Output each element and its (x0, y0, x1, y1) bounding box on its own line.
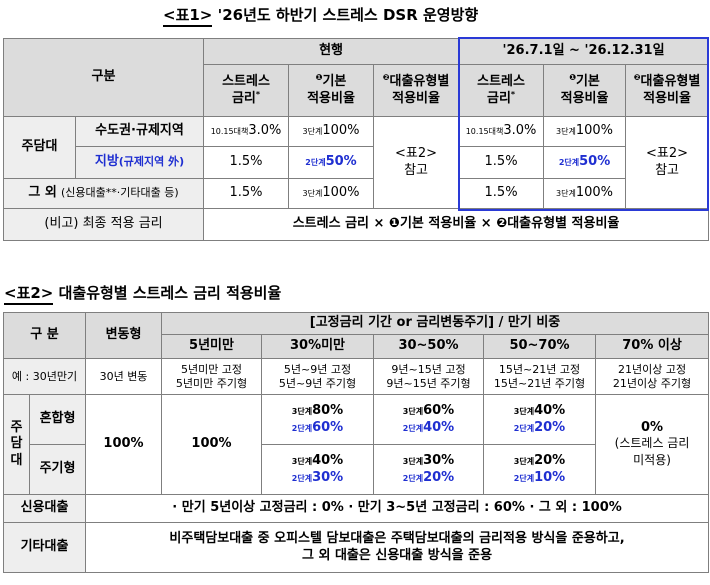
t1-h-stress: 스트레스 금리* (203, 64, 290, 117)
t1-note-formula: 스트레스 금리 × ❶기본 적용비율 × ❷대출유형별 적용비율 (203, 208, 710, 241)
t1-cap-stress: 10.15대책3.0% (203, 116, 290, 147)
t2-periodic-50-70: 3단계20% 2단계10% (483, 444, 597, 495)
t2-5y-val: 100% (161, 394, 263, 495)
t1-loc-stress: 1.5% (203, 146, 290, 179)
t2-credit-text: · 만기 5년이상 고정금리 : 0% · 만기 3~5년 고정금리 : 60%… (85, 494, 710, 523)
table2-title-text: 대출유형별 스트레스 금리 적용비율 (58, 284, 282, 302)
t2-example-70: 21년이상 고정 21년이상 주기형 (595, 358, 710, 395)
t1-row-other: 그 외 (신용대출**·기타대출 등) (2, 178, 205, 209)
t1-row-capital: 수도권·규제지역 (74, 116, 205, 147)
t2-h-50-70: 50~70% (483, 334, 597, 359)
t1-ref-current: <표2> 참고 (373, 116, 460, 209)
t2-mixed-30-50: 3단계60% 2단계40% (373, 394, 485, 445)
t2-over70: 0% (스트레스 금리 미적용) (595, 394, 710, 495)
t2-h-30: 30%미만 (261, 334, 375, 359)
t2-row-mixed: 혼합형 (28, 394, 87, 445)
t1-oth-stress: 1.5% (203, 178, 290, 209)
t2-example-variable: 30년 변동 (85, 358, 163, 395)
t2-row-periodic: 주기형 (28, 444, 87, 495)
table2-title-prefix: <표2> (4, 284, 54, 305)
t1-h-base: ❶기본 적용비율 (288, 64, 375, 117)
t1-oth-base-new: 3단계100% (543, 178, 627, 209)
t2-example-30-50: 9년~15년 고정 9년~15년 주기형 (373, 358, 485, 395)
t2-row-credit: 신용대출 (2, 494, 87, 523)
t1-row-local: 지방(규제지역 外) (74, 146, 205, 179)
t2-periodic-30: 3단계40% 2단계30% (261, 444, 375, 495)
t1-cap-base-new: 3단계100% (543, 116, 627, 147)
t1-oth-base: 3단계100% (288, 178, 375, 209)
t2-h-5y: 5년미만 (161, 334, 263, 359)
t1-note-label: (비고) 최종 적용 금리 (2, 208, 205, 241)
t2-variable-val: 100% (85, 394, 163, 495)
t1-loc-base-new: 2단계50% (543, 146, 627, 179)
table2-title: <표2> 대출유형별 스트레스 금리 적용비율 (4, 282, 282, 305)
t2-example-30: 5년~9년 고정 5년~9년 주기형 (261, 358, 375, 395)
t2-example-5y: 5년미만 고정 5년미만 주기형 (161, 358, 263, 395)
t2-row-etc: 기타대출 (2, 522, 87, 573)
t1-loc-stress-new: 1.5% (458, 146, 545, 179)
t1-oth-stress-new: 1.5% (458, 178, 545, 209)
table1-title: <표1> '26년도 하반기 스트레스 DSR 운영방향 (163, 4, 479, 27)
t1-cap-base: 3단계100% (288, 116, 375, 147)
t1-ref-new: <표2> 참고 (625, 116, 710, 209)
t2-header-variable: 변동형 (85, 312, 163, 359)
t1-header-current: 현행 (203, 38, 460, 65)
table2: 구 분 변동형 [고정금리 기간 or 금리변동주기] / 만기 비중 5년미만… (2, 312, 710, 573)
t2-header-category: 구 분 (2, 312, 87, 359)
t2-mixed-30: 3단계80% 2단계60% (261, 394, 375, 445)
t1-h-base-new: ❶기본 적용비율 (543, 64, 627, 117)
table1-title-text: '26년도 하반기 스트레스 DSR 운영방향 (217, 6, 479, 24)
t2-h-30-50: 30~50% (373, 334, 485, 359)
t1-h-type: ❷대출유형별 적용비율 (373, 64, 460, 117)
t1-header-new: '26.7.1일 ~ '26.12.31일 (458, 38, 710, 65)
t2-periodic-30-50: 3단계30% 2단계20% (373, 444, 485, 495)
t2-example-label: 예 : 30년만기 (2, 358, 87, 395)
t2-mixed-50-70: 3단계40% 2단계20% (483, 394, 597, 445)
table1: 구분 현행 '26.7.1일 ~ '26.12.31일 스트레스 금리* ❶기본 적… (2, 38, 710, 241)
t2-example-50-70: 15년~21년 고정 15년~21년 주기형 (483, 358, 597, 395)
t2-etc-text: 비주택담보대출 중 오피스텔 담보대출은 주택담보대출의 금리적용 방식을 준용… (85, 522, 710, 573)
table1-title-prefix: <표1> (163, 6, 213, 27)
t1-header-category: 구분 (2, 38, 205, 117)
t1-row-mortgage: 주담대 (3, 116, 76, 179)
t1-loc-base: 2단계50% (288, 146, 375, 179)
t1-cap-stress-new: 10.15대책3.0% (458, 116, 545, 147)
t1-h-type-new: ❷대출유형별 적용비율 (625, 64, 710, 117)
t2-h-70: 70% 이상 (595, 334, 710, 359)
t1-h-stress-new: 스트레스 금리* (458, 64, 545, 117)
t2-header-fixed: [고정금리 기간 or 금리변동주기] / 만기 비중 (161, 312, 710, 335)
